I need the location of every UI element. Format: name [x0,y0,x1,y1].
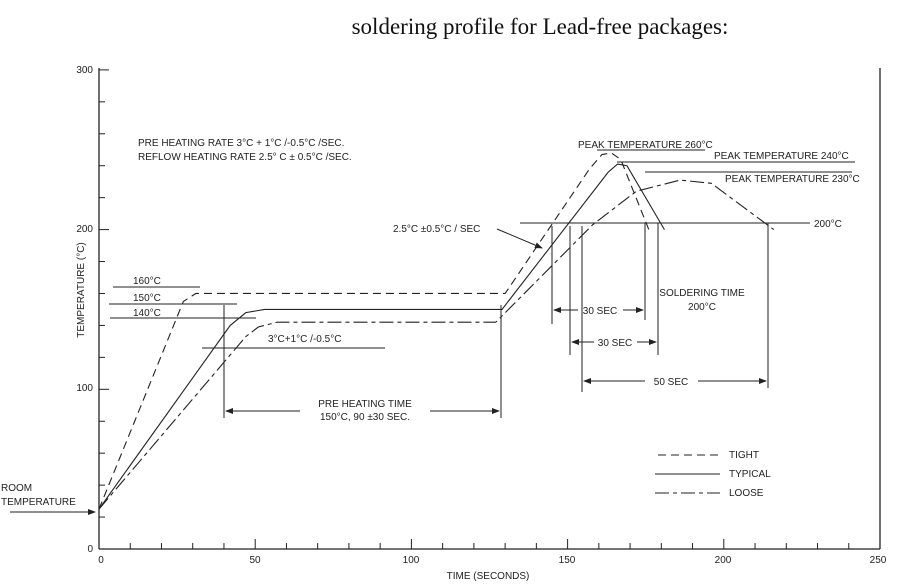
legend-label-tight: TIGHT [729,450,759,461]
level-150-label: 150°C [133,293,161,304]
series-typical [98,163,665,510]
room-temp-label-1: ROOM [1,483,32,494]
reflow-rate-label: 2.5°C ±0.5°C / SEC [393,224,480,235]
x-axis-label: TIME (SECONDS) [447,571,530,582]
room-temp-label-2: TEMPERATURE [1,497,76,508]
x-tick-label: 150 [559,555,576,566]
page-title: soldering profile for Lead-free packages… [351,14,729,39]
peak-260-label: PEAK TEMPERATURE 260°C [578,140,713,151]
soldering-time-label-2: 200°C [688,302,716,313]
y-tick-label: 300 [76,65,93,76]
series-tight [98,152,650,510]
x-tick-label: 0 [98,555,104,566]
x-tick-label: 250 [870,555,887,566]
rates-note-1: PRE HEATING RATE 3°C + 1°C /-0.5°C /SEC. [138,138,344,149]
legend: TIGHT TYPICAL LOOSE [655,450,771,499]
peak-240-label: PEAK TEMPERATURE 240°C [714,151,849,162]
x-tick-label: 50 [249,555,261,566]
rates-note-2: REFLOW HEATING RATE 2.5° C ± 0.5°C /SEC. [138,152,352,163]
soldering-time-label-1: SOLDERING TIME [659,288,745,299]
legend-label-loose: LOOSE [729,488,764,499]
y-tick-label: 100 [76,383,93,394]
sec30a-label: 30 SEC [583,306,617,317]
legend-label-typical: TYPICAL [729,469,771,480]
series-loose [98,179,775,510]
y-tick-label: 0 [87,544,93,555]
preheat-rate-label: 3°C+1°C /-0.5°C [268,334,341,345]
y-axis-label: TEMPERATURE (°C) [76,242,87,337]
level-200-label: 200°C [814,219,842,230]
x-tick-label: 100 [403,555,420,566]
sec30b-label: 30 SEC [598,338,632,349]
sec50-label: 50 SEC [654,377,688,388]
reflow-rate-arrow [496,228,543,249]
preheat-time-label-2: 150°C, 90 ±30 SEC. [320,412,410,423]
preheat-time-label-1: PRE HEATING TIME [318,399,412,410]
x-tick-label: 200 [715,555,732,566]
level-140-label: 140°C [133,308,161,319]
level-160-label: 160°C [133,276,161,287]
peak-230-label: PEAK TEMPERATURE 230°C [725,174,860,185]
y-tick-label: 200 [76,224,93,235]
